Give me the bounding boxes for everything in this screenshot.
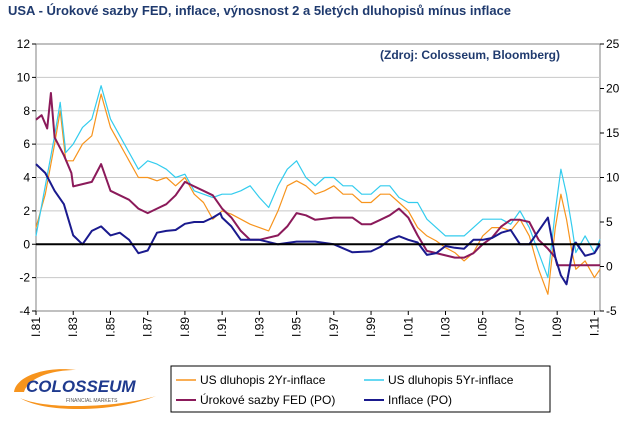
left-tick-label: 0 bbox=[23, 237, 30, 251]
right-tick-label: -5 bbox=[606, 304, 617, 318]
legend-label-infl: Inflace (PO) bbox=[388, 393, 452, 407]
logo-text: COLOSSEUM bbox=[26, 377, 136, 396]
legend: US dluhopis 2Yr-inflace US dluhopis 5Yr-… bbox=[171, 366, 550, 412]
x-axis-ticks: I.81 I.83 I.85 I.87 I.89 I.91 I.93 I.95 I.97 I.99… bbox=[29, 311, 601, 337]
left-tick-label: 12 bbox=[17, 37, 31, 51]
x-tick-label: I.05 bbox=[476, 317, 490, 337]
left-tick-label: 6 bbox=[23, 137, 30, 151]
right-tick-label: 20 bbox=[606, 82, 620, 96]
x-tick-label: I.97 bbox=[327, 317, 341, 337]
colosseum-logo: COLOSSEUM FINANCIAL MARKETS bbox=[6, 362, 166, 417]
x-tick-label: I.89 bbox=[178, 317, 192, 337]
source-label: (Zdroj: Colosseum, Bloomberg) bbox=[380, 48, 560, 62]
x-tick-label: I.11 bbox=[587, 317, 601, 336]
x-tick-label: I.07 bbox=[513, 317, 527, 337]
x-tick-label: I.91 bbox=[215, 317, 229, 337]
series-line-us2 bbox=[36, 94, 600, 294]
right-tick-label: 15 bbox=[606, 126, 620, 140]
left-tick-label: -2 bbox=[19, 271, 30, 285]
x-tick-label: I.95 bbox=[290, 317, 304, 337]
right-tick-label: 25 bbox=[606, 37, 620, 51]
left-tick-label: 8 bbox=[23, 104, 30, 118]
x-tick-label: I.81 bbox=[29, 317, 43, 337]
right-axis-ticks: -5 0 5 10 15 20 25 bbox=[600, 37, 620, 318]
x-tick-label: I.09 bbox=[550, 317, 564, 337]
legend-label-us5: US dluhopis 5Yr-inflace bbox=[388, 373, 514, 387]
x-tick-label: I.87 bbox=[141, 317, 155, 337]
legend-label-us2: US dluhopis 2Yr-inflace bbox=[200, 373, 326, 387]
left-tick-label: 2 bbox=[23, 204, 30, 218]
left-axis-ticks: -4 -2 0 2 4 6 8 10 12 bbox=[17, 37, 36, 318]
legend-label-fed: Úrokové sazby FED (PO) bbox=[200, 392, 335, 407]
series-line-fed bbox=[36, 93, 600, 265]
right-tick-label: 10 bbox=[606, 171, 620, 185]
right-tick-label: 0 bbox=[606, 260, 613, 274]
chart-svg: -4-2024681012 -50510152025 I.81 I.83 I.85 I… bbox=[0, 0, 640, 424]
left-tick-label: 10 bbox=[17, 70, 31, 84]
x-tick-label: I.85 bbox=[103, 317, 117, 337]
x-tick-label: I.03 bbox=[439, 317, 453, 337]
series-layer bbox=[36, 86, 600, 295]
x-tick-label: I.99 bbox=[364, 317, 378, 337]
left-tick-label: 4 bbox=[23, 171, 30, 185]
x-tick-label: I.01 bbox=[401, 317, 415, 337]
x-tick-label: I.83 bbox=[66, 317, 80, 337]
right-tick-label: 5 bbox=[606, 215, 613, 229]
series-line-us5 bbox=[36, 86, 600, 278]
x-tick-label: I.93 bbox=[252, 317, 266, 337]
logo-subtext: FINANCIAL MARKETS bbox=[66, 398, 118, 404]
gridlines bbox=[36, 77, 600, 277]
left-tick-label: -4 bbox=[19, 304, 30, 318]
legend-item-fed: Úrokové sazby FED (PO) bbox=[176, 392, 335, 407]
